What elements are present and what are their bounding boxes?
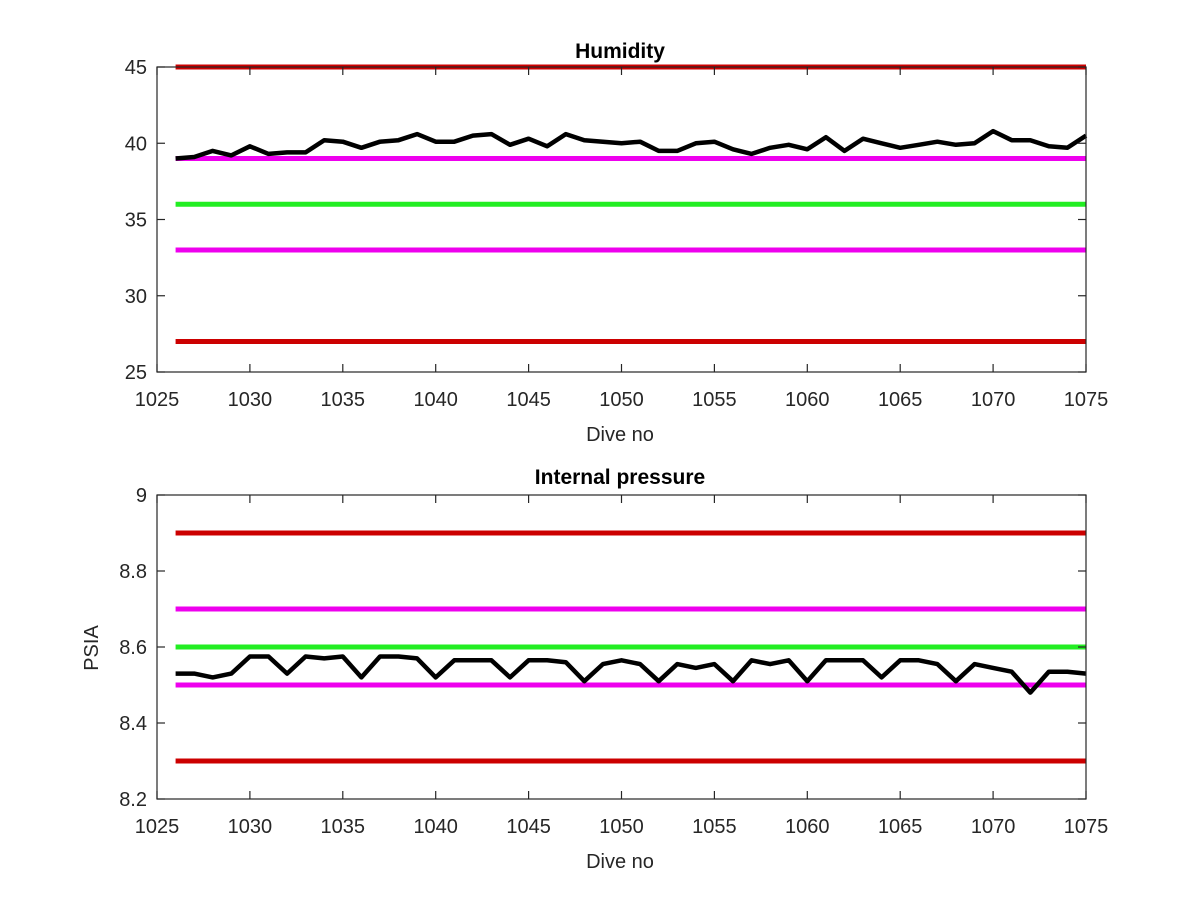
humidity-x-tick-label: 1035 xyxy=(321,389,366,411)
internal-pressure-title: Internal pressure xyxy=(535,466,705,489)
humidity-x-tick-label: 1050 xyxy=(599,389,644,411)
internal-pressure-y-tick-label: 8.2 xyxy=(119,789,147,811)
internal-pressure-x-tick-label: 1060 xyxy=(785,816,830,838)
humidity-y-tick-label: 35 xyxy=(125,210,147,232)
internal-pressure-x-tick-label: 1070 xyxy=(971,816,1016,838)
internal-pressure-x-tick-label: 1030 xyxy=(228,816,273,838)
humidity-x-tick-label: 1045 xyxy=(506,389,551,411)
humidity-title: Humidity xyxy=(575,40,665,63)
internal-pressure-y-tick-label: 8.4 xyxy=(119,713,147,735)
internal-pressure-y-tick-label: 8.8 xyxy=(119,561,147,583)
humidity-y-tick-label: 40 xyxy=(125,133,147,155)
internal-pressure-x-tick-label: 1040 xyxy=(413,816,458,838)
humidity-x-tick-label: 1070 xyxy=(971,389,1016,411)
humidity-x-tick-label: 1060 xyxy=(785,389,830,411)
humidity-y-tick-label: 30 xyxy=(125,286,147,308)
internal-pressure-plot: Internal pressure 1025 1030 1035 1040 1045 10… xyxy=(81,466,1108,873)
internal-pressure-x-tick-label: 1050 xyxy=(599,816,644,838)
internal-pressure-y-tick-label: 8.6 xyxy=(119,637,147,659)
internal-pressure-x-tick-label: 1075 xyxy=(1064,816,1109,838)
humidity-x-tick-label: 1075 xyxy=(1064,389,1109,411)
humidity-x-tick-label: 1055 xyxy=(692,389,737,411)
humidity-series-line xyxy=(175,128,1088,161)
internal-pressure-y-axis-label: PSIA xyxy=(81,625,103,671)
humidity-x-axis-label: Dive no xyxy=(586,424,654,446)
internal-pressure-x-tick-label: 1065 xyxy=(878,816,923,838)
humidity-x-tick-label: 1065 xyxy=(878,389,923,411)
internal-pressure-x-tick-label: 1035 xyxy=(321,816,366,838)
internal-pressure-x-tick-label: 1055 xyxy=(692,816,737,838)
humidity-y-tick-label: 25 xyxy=(125,362,147,384)
internal-pressure-x-axis-label: Dive no xyxy=(586,851,654,873)
humidity-x-tick-label: 1040 xyxy=(413,389,458,411)
humidity-y-tick-label: 45 xyxy=(125,57,147,79)
humidity-x-tick-label: 1025 xyxy=(135,389,180,411)
humidity-x-tick-label: 1030 xyxy=(228,389,273,411)
humidity-axes: 1025 1030 1035 1040 1045 1050 1055 1060 1065 1070… xyxy=(125,57,1109,411)
internal-pressure-plot-lines xyxy=(175,530,1087,764)
humidity-plot: Humidity 1025 1030 1035 1040 1045 1050 1055 106… xyxy=(125,40,1109,446)
internal-pressure-x-tick-label: 1045 xyxy=(506,816,551,838)
internal-pressure-y-tick-label: 9 xyxy=(136,485,147,507)
internal-pressure-axes: 1025 1030 1035 1040 1045 1050 1055 1060 1065 1070… xyxy=(119,485,1108,838)
internal-pressure-series-line xyxy=(175,654,1087,695)
internal-pressure-x-tick-label: 1025 xyxy=(135,816,180,838)
